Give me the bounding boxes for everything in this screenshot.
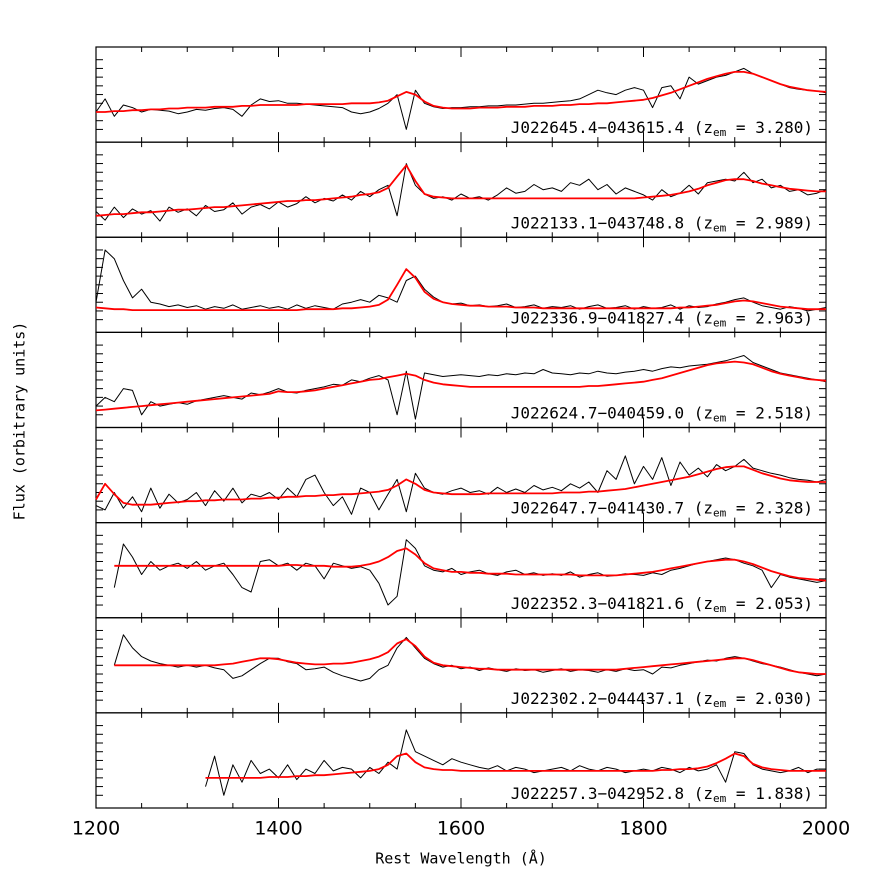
- redshift: = 1.838): [726, 784, 813, 803]
- panel-label: J022647.7−041430.7 (zem = 2.328): [511, 498, 813, 520]
- x-tick-label: 1400: [254, 818, 302, 840]
- redshift: = 2.989): [726, 213, 813, 232]
- x-tick-label: 2000: [802, 818, 850, 840]
- panel-label: J022133.1−043748.8 (zem = 2.989): [511, 213, 813, 235]
- label-subscript: em: [713, 126, 727, 139]
- redshift: = 2.518): [726, 403, 813, 422]
- object-name: J022624.7−040459.0 (z: [511, 403, 713, 422]
- redshift: = 2.328): [726, 498, 813, 517]
- redshift: = 2.030): [726, 688, 813, 707]
- object-name: J022352.3−041821.6 (z: [511, 593, 713, 612]
- label-subscript: em: [713, 792, 727, 805]
- spectrum-line: [95, 249, 827, 312]
- model-line: [96, 71, 827, 113]
- x-axis-label: Rest Wavelength (Å): [375, 849, 547, 868]
- panel-label: J022302.2−044437.1 (zem = 2.030): [511, 688, 813, 710]
- panel-label: J022336.9−041827.4 (zem = 2.963): [511, 308, 813, 330]
- label-subscript: em: [713, 412, 727, 425]
- model-line: [114, 547, 827, 582]
- spectrum-line: [205, 729, 826, 796]
- panel-label: J022352.3−041821.6 (zem = 2.053): [511, 593, 813, 615]
- spectrum-line: [95, 163, 827, 222]
- model-line: [205, 752, 826, 779]
- panel-label: J022624.7−040459.0 (zem = 2.518): [511, 403, 813, 425]
- model-line: [95, 164, 826, 217]
- panel-label: J022257.3−042952.8 (zem = 1.838): [511, 784, 813, 806]
- object-name: J022645.4−043615.4 (z: [511, 118, 713, 137]
- model-line: [114, 638, 826, 675]
- object-name: J022133.1−043748.8 (z: [511, 213, 713, 232]
- label-subscript: em: [713, 697, 727, 710]
- x-tick-label: 1600: [437, 818, 485, 840]
- object-name: J022336.9−041827.4 (z: [511, 308, 713, 327]
- label-subscript: em: [713, 507, 727, 520]
- object-name: J022257.3−042952.8 (z: [511, 784, 713, 803]
- spectrum-line: [95, 355, 827, 420]
- y-axis-label: Flux (orbitrary units): [11, 322, 29, 521]
- spectrum-line: [95, 67, 827, 130]
- panel-label: J022645.4−043615.4 (zem = 3.280): [511, 118, 813, 140]
- label-subscript: em: [713, 316, 727, 329]
- model-line: [95, 360, 827, 412]
- x-tick-label: 1800: [619, 818, 667, 840]
- object-name: J022302.2−044437.1 (z: [511, 688, 713, 707]
- object-name: J022647.7−041430.7 (z: [511, 498, 713, 517]
- model-line: [95, 465, 826, 506]
- x-tick-label: 1200: [72, 818, 120, 840]
- spectrum-line: [95, 455, 827, 515]
- redshift: = 3.280): [726, 118, 813, 137]
- redshift: = 2.053): [726, 593, 813, 612]
- model-line: [95, 268, 826, 311]
- redshift: = 2.963): [726, 308, 813, 327]
- label-subscript: em: [713, 602, 727, 615]
- label-subscript: em: [713, 221, 727, 234]
- spectrum-line: [113, 634, 827, 682]
